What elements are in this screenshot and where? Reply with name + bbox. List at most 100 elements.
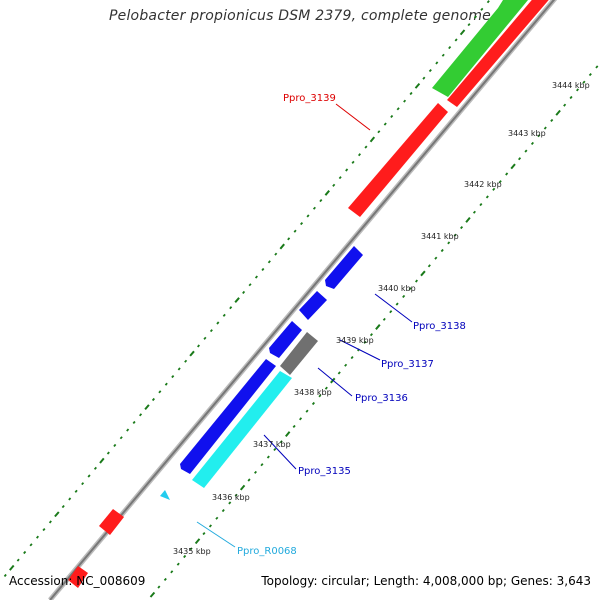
tick-label: 3443 kbp	[508, 129, 546, 138]
tick-mark	[390, 114, 394, 118]
tick-labels: 3435 kbp 3436 kbp 3437 kbp 3438 kbp 3439…	[173, 81, 590, 556]
tick-mark	[285, 431, 291, 438]
gene-red-feature-edge[interactable]	[68, 566, 88, 588]
tick-mark	[454, 38, 458, 42]
tick-mark	[318, 394, 322, 398]
tick-mark	[434, 256, 438, 260]
tick-mark	[29, 543, 33, 547]
tick-mark	[194, 538, 201, 545]
tick-mark	[189, 547, 193, 551]
tick-mark	[74, 489, 78, 493]
tick-mark	[300, 221, 304, 226]
tick-mark	[377, 130, 381, 134]
tick-mark	[279, 440, 283, 444]
tick-mark	[479, 203, 483, 207]
tick-mark	[203, 336, 207, 340]
gene-ppro-3135[interactable]	[180, 359, 276, 474]
tick-mark	[435, 61, 439, 65]
tick-mark	[158, 390, 162, 394]
gene-label-ppro-3135[interactable]: Ppro_3135	[298, 466, 351, 477]
tick-mark	[170, 570, 174, 574]
gene-red-feature-bottom[interactable]	[99, 509, 124, 535]
tick-mark	[16, 558, 20, 562]
tick-mark	[550, 118, 554, 123]
accession-text: Accession: NC_008609	[9, 574, 146, 588]
tick-mark	[472, 210, 476, 214]
gene-label-ppro-3137[interactable]: Ppro_3137	[381, 359, 434, 370]
gene-cyan-feature[interactable]	[192, 371, 292, 488]
tick-mark	[222, 313, 226, 317]
tick-mark	[485, 195, 489, 199]
gene-gray-feature[interactable]	[280, 332, 318, 375]
tick-mark	[132, 420, 136, 424]
tick-mark	[287, 237, 291, 241]
tick-mark	[473, 15, 477, 19]
tick-mark	[510, 163, 516, 170]
tick-mark	[344, 363, 348, 367]
tick-mark	[428, 68, 432, 73]
tick-mark	[260, 463, 264, 467]
tick-row-inner	[149, 65, 599, 598]
tick-mark	[248, 283, 252, 287]
tick-mark	[498, 180, 502, 184]
gene-ppro-3137[interactable]	[299, 291, 327, 320]
tick-mark	[126, 428, 130, 432]
gene-green-feature[interactable]	[432, 0, 528, 97]
tick-mark	[492, 187, 496, 191]
tick-mark	[595, 65, 599, 69]
tick-mark	[292, 424, 296, 429]
tick-mark	[555, 109, 561, 116]
tick-mark	[312, 206, 316, 210]
tick-mark	[422, 76, 426, 80]
tick-mark	[139, 413, 143, 417]
tick-mark	[465, 216, 471, 223]
gene-label-ppro-3136[interactable]: Ppro_3136	[355, 393, 408, 404]
tick-mark	[486, 0, 490, 4]
gene-label-ppro-3138[interactable]: Ppro_3138	[413, 321, 466, 332]
tick-mark	[266, 455, 270, 459]
tick-mark	[229, 306, 233, 310]
tick-mark	[279, 243, 285, 250]
tick-mark	[113, 443, 117, 447]
gene-red-feature-top[interactable]	[447, 0, 553, 107]
gene-ppro-3139[interactable]	[348, 103, 448, 217]
tick-mark	[311, 401, 315, 406]
gene-ppro-r0068[interactable]	[160, 490, 170, 500]
tick-mark	[345, 168, 349, 172]
tick-mark	[163, 577, 167, 582]
gene-ppro-3138[interactable]	[325, 246, 363, 289]
tick-mark	[383, 122, 387, 126]
tick-mark	[582, 80, 586, 84]
tick-mark	[234, 493, 238, 497]
gene-label-ppro-r0068[interactable]: Ppro_R0068	[237, 546, 297, 557]
tick-mark	[467, 23, 471, 27]
tick-mark	[324, 190, 330, 196]
tick-mark	[448, 46, 452, 50]
tick-mark	[234, 297, 240, 303]
tick-mark	[228, 501, 232, 505]
tick-mark	[189, 350, 195, 357]
tick-mark	[351, 160, 355, 164]
tick-mark	[441, 53, 445, 57]
gene-label-ppro-3139[interactable]: Ppro_3139	[283, 93, 336, 104]
tick-mark	[299, 417, 303, 421]
tick-mark	[408, 287, 412, 291]
tick-mark	[68, 497, 72, 501]
tick-mark	[332, 183, 336, 187]
tick-mark	[324, 386, 328, 390]
tick-mark	[364, 145, 368, 149]
tick-mark	[183, 554, 187, 559]
tick-mark	[306, 214, 310, 218]
tick-mark	[119, 436, 123, 440]
tick-mark	[254, 275, 258, 279]
tick-mark	[350, 356, 354, 360]
tick-mark	[184, 359, 188, 363]
gene-ppro-3136[interactable]	[269, 321, 302, 358]
tick-mark	[403, 99, 407, 103]
tick-mark	[151, 397, 155, 402]
tick-mark	[447, 241, 451, 245]
tick-mark	[375, 324, 381, 330]
tick-mark	[409, 91, 413, 96]
tick-mark	[369, 136, 376, 143]
tick-label: 3439 kbp	[336, 336, 374, 345]
